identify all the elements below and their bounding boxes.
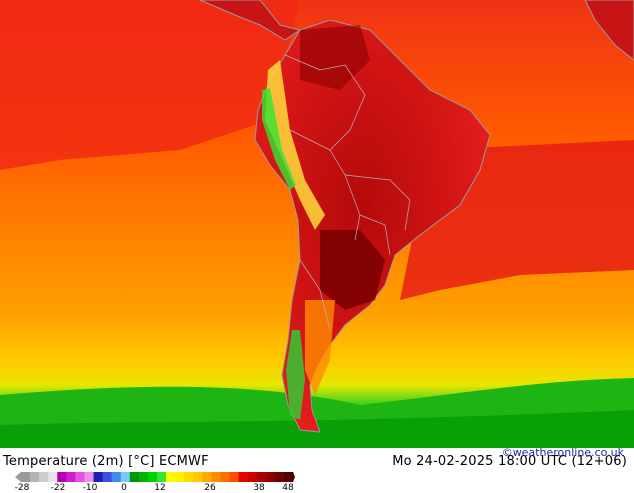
colorbar-swatch xyxy=(238,472,248,482)
colorbar-swatch xyxy=(193,472,203,482)
patagonia-warm xyxy=(305,300,335,395)
colorbar-swatch xyxy=(175,472,185,482)
colorbar-tick: -22 xyxy=(50,483,66,493)
colorbar-swatch xyxy=(93,472,103,482)
credit-text: ©weatheronline.co.uk xyxy=(501,446,624,459)
colorbar-swatch xyxy=(247,472,258,482)
colorbar-arrow-right xyxy=(293,472,295,482)
colorbar-tick: 0 xyxy=(121,483,127,493)
colorbar-swatch xyxy=(129,472,140,482)
colorbar-swatch xyxy=(102,472,112,482)
africa-edge-land xyxy=(584,0,634,61)
temperature-map xyxy=(0,0,634,448)
colorbar-tick: 38 xyxy=(253,483,265,493)
colorbar-swatch xyxy=(265,472,276,482)
patagonia-andes xyxy=(286,330,305,420)
colorbar-swatch xyxy=(75,472,85,482)
colorbar-swatch xyxy=(274,472,285,482)
colorbar-swatch xyxy=(283,472,294,482)
andes-green xyxy=(262,88,296,190)
valid-time: Mo 24-02-2025 18:00 UTC (12+06) xyxy=(392,454,627,469)
colorbar-swatch xyxy=(66,472,76,482)
pacific-hot-zone xyxy=(0,0,300,170)
country-borders xyxy=(284,54,411,331)
colorbar-swatch xyxy=(21,472,31,482)
hottest-core xyxy=(320,230,385,310)
colorbar-swatch xyxy=(166,472,176,482)
colorbar-swatch xyxy=(111,472,122,482)
colorbar-tick: 48 xyxy=(282,483,294,493)
colorbar-tick: -28 xyxy=(14,483,30,493)
colorbar-swatch xyxy=(84,472,94,482)
map-title: Temperature (2m) [°C] ECMWF xyxy=(3,454,209,469)
colorbar-tick: 26 xyxy=(204,483,216,493)
andes-strip xyxy=(265,60,325,230)
colorbar-swatch xyxy=(39,472,49,482)
colorbar-swatch xyxy=(57,472,67,482)
colorbar-swatch xyxy=(229,472,239,482)
colorbar-swatch xyxy=(138,472,149,482)
colorbar-arrow-left xyxy=(15,472,21,482)
footer-bar: Temperature (2m) [°C] ECMWF Mo 24-02-202… xyxy=(0,446,634,493)
colorbar-swatch xyxy=(256,472,267,482)
colorbar-swatch xyxy=(30,472,40,482)
colorbar-swatch xyxy=(48,472,58,482)
colorbar-swatch xyxy=(220,472,230,482)
central-america-land xyxy=(199,0,302,41)
colorbar xyxy=(15,472,295,482)
colorbar-tick: 12 xyxy=(154,483,166,493)
colorbar-swatch xyxy=(120,472,131,482)
colorbar-swatch xyxy=(211,472,221,482)
colorbar-swatch xyxy=(184,472,194,482)
colorbar-swatch xyxy=(157,472,167,482)
colorbar-tick: -10 xyxy=(82,483,98,493)
hot-core-north xyxy=(300,25,370,90)
colorbar-swatch xyxy=(202,472,212,482)
colorbar-swatch xyxy=(147,472,158,482)
